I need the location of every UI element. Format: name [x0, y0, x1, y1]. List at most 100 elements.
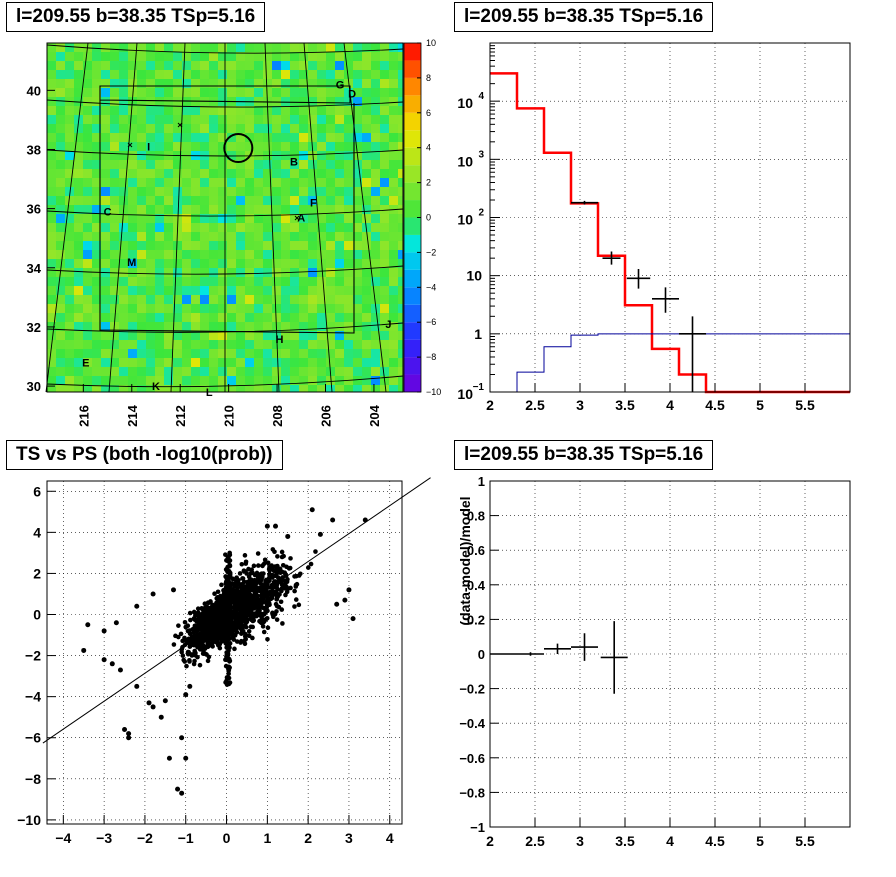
- scatter-point: [234, 625, 240, 631]
- x-tick-label: 2: [486, 833, 494, 849]
- scatter-point: [232, 646, 237, 652]
- scatter-point: [113, 620, 119, 626]
- source-label: L: [206, 387, 213, 399]
- scatter-point: [109, 661, 115, 667]
- data-point: [571, 200, 598, 205]
- scatter-point: [233, 611, 239, 617]
- scatter-point: [146, 700, 152, 706]
- scatter-point: [226, 602, 232, 608]
- scatter-point: [192, 658, 197, 664]
- scatter-point: [239, 589, 244, 595]
- scatter-point: [191, 627, 197, 632]
- source-label: J: [385, 319, 391, 331]
- scatter-point: [192, 617, 198, 622]
- scatter-point: [264, 523, 270, 529]
- y-tick-label: −2: [25, 648, 41, 664]
- scatter-point: [227, 622, 233, 628]
- x-tick-label: −2: [137, 830, 153, 846]
- colorbar-cell: [404, 95, 421, 113]
- scatter-point: [255, 551, 261, 556]
- scatter-point: [234, 605, 240, 611]
- scatter-point: [309, 507, 315, 513]
- background-histogram: [490, 333, 850, 393]
- x-tick-label: 2.5: [525, 833, 545, 849]
- scatter-point: [269, 595, 275, 601]
- scatter-point: [330, 517, 336, 523]
- scatter-point: [308, 561, 314, 567]
- x-tick-label: 204: [367, 404, 382, 426]
- scatter-point: [293, 584, 299, 589]
- x-tick-label: 5.5: [795, 397, 815, 413]
- scatter-point: [239, 561, 245, 567]
- scatter-point: [250, 604, 255, 609]
- scatter-point: [250, 635, 255, 641]
- scatter-point: [334, 601, 340, 607]
- scatter-point: [200, 627, 206, 632]
- scatter-point: [122, 727, 128, 733]
- colorbar-tick-label: 8: [426, 73, 431, 83]
- x-tick-label: 214: [125, 404, 140, 426]
- scatter-point: [224, 650, 229, 655]
- y-tick-label: 10: [457, 386, 473, 402]
- scatter-point: [241, 611, 247, 617]
- scatter-point: [262, 557, 268, 563]
- scatter-point: [210, 637, 216, 642]
- scatter-point: [279, 549, 285, 555]
- scatter-point: [158, 714, 164, 720]
- scatter-point: [162, 698, 168, 704]
- x-tick-label: 3: [576, 833, 584, 849]
- scatter-point: [246, 628, 252, 634]
- scatter-point: [227, 627, 232, 632]
- scatter-point: [213, 613, 219, 619]
- scatter-point: [267, 575, 273, 580]
- scatter-point: [134, 603, 140, 609]
- x-tick-label: 210: [222, 405, 237, 427]
- x-tick-label: 4: [666, 397, 674, 413]
- colorbar-cell: [404, 165, 421, 183]
- scatter-point: [234, 575, 239, 580]
- scatter-point: [226, 671, 231, 677]
- scatter-point: [223, 657, 228, 663]
- scatter-point: [202, 646, 208, 651]
- scatter-point: [209, 632, 214, 637]
- y-tick-exponent: 3: [478, 149, 484, 160]
- scatter-point: [134, 683, 140, 689]
- scatter-point: [178, 631, 184, 637]
- scatter-point: [272, 549, 277, 555]
- scatter-point: [218, 605, 223, 611]
- scatter-point: [259, 616, 265, 621]
- scatter-point: [278, 599, 284, 605]
- scatter-point: [170, 587, 176, 593]
- x-tick-label: 4.5: [705, 833, 725, 849]
- scatter-point: [227, 658, 233, 664]
- scatter-point: [243, 637, 248, 642]
- scatter-point: [223, 592, 228, 597]
- colorbar-tick-label: 6: [426, 108, 431, 118]
- scatter-point: [248, 570, 254, 576]
- scatter-point: [227, 641, 233, 646]
- fit-line: [42, 477, 431, 744]
- scatter-point: [313, 549, 318, 554]
- colorbar-tick-label: 2: [426, 178, 431, 188]
- scatter-point: [270, 611, 276, 617]
- x-tick-label: −3: [96, 830, 112, 846]
- scatter-point: [248, 587, 253, 593]
- colorbar-cell: [404, 217, 421, 235]
- y-tick-label: 10: [457, 153, 473, 169]
- x-tick-label: 5: [756, 833, 764, 849]
- source-label: K: [152, 381, 160, 393]
- scatter-point: [234, 639, 240, 644]
- colorbar-tick-label: 0: [426, 213, 431, 223]
- scatter-point: [243, 561, 249, 566]
- scatter-point: [173, 633, 178, 639]
- scatter-point: [227, 680, 233, 685]
- scatter-point: [256, 563, 261, 568]
- scatter-point: [253, 584, 258, 590]
- scatter-point: [273, 573, 278, 579]
- y-tick-label: −4: [25, 689, 41, 705]
- scatter-point: [264, 592, 269, 598]
- scatter-point: [260, 624, 266, 629]
- counts-title: l=209.55 b=38.35 TSp=5.16: [454, 2, 714, 32]
